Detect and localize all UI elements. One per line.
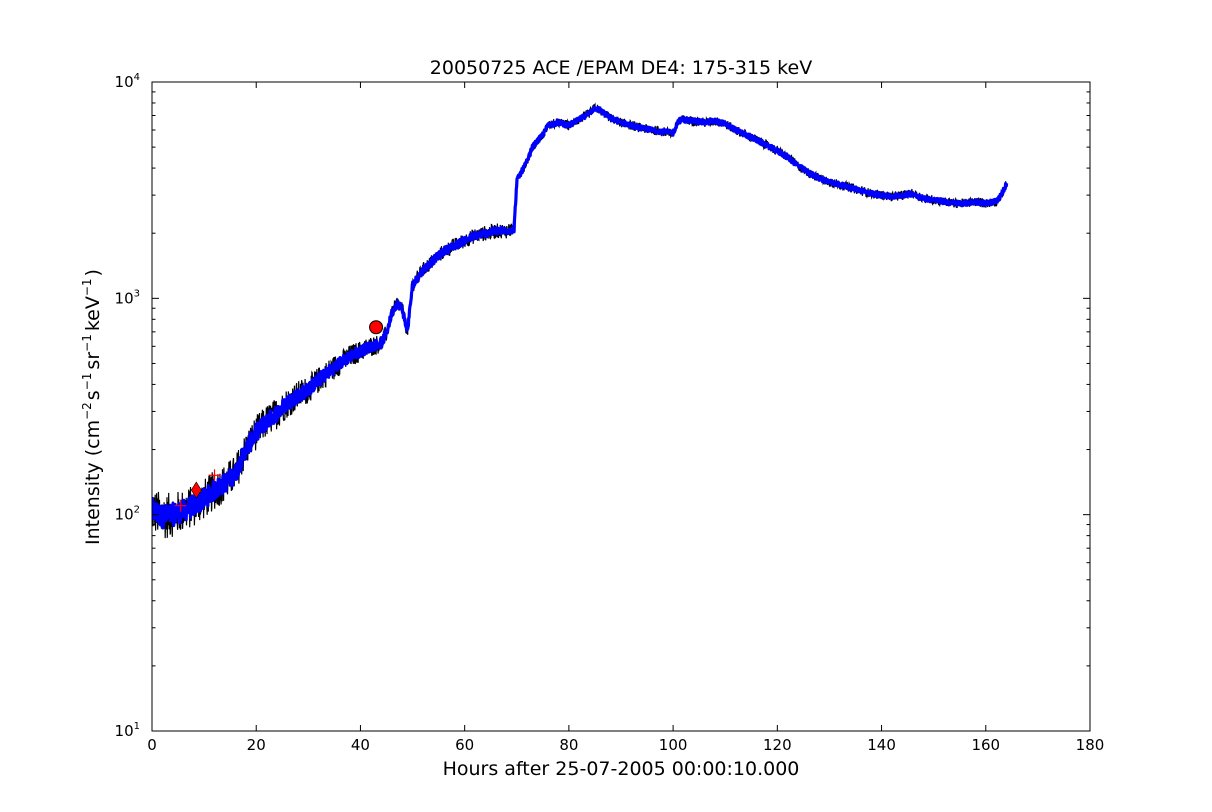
y-axis-label-sup2: −1 [80,373,94,391]
marker-plus [208,469,221,482]
series-layer [152,102,1009,539]
y-axis-label-sup4: −1 [80,278,94,296]
y-tick-label: 104 [115,72,140,91]
x-tick-label: 180 [1076,736,1105,754]
series-smoothed-line [152,105,1009,530]
y-tick-label: 101 [115,721,140,740]
y-axis-label-sup1: −2 [80,402,94,420]
marker-plus [174,499,187,512]
x-tick-label: 160 [971,736,1000,754]
marker-layer [174,320,384,512]
y-axis-label-mid2: sr [82,352,104,370]
marker-circle [369,320,384,335]
x-tick-label: 100 [659,736,688,754]
x-tick-label: 40 [351,736,370,754]
y-tick-label: 103 [115,288,140,307]
x-tick-label: 140 [867,736,896,754]
y-axis-label-mid3: keV [82,296,104,331]
x-tick-label: 120 [763,736,792,754]
y-axis-label-pre: Intensity (cm [82,420,104,545]
x-tick-label: 60 [455,736,474,754]
chart-title: 20050725 ACE /EPAM DE4: 175-315 keV [430,57,812,79]
plot-frame [151,81,1091,732]
y-tick-label: 102 [115,505,140,524]
x-axis: 0 20 40 60 80 100 120 140 160 180 [147,82,1104,754]
x-tick-label: 20 [247,736,266,754]
y-axis-label-sup3: −1 [80,334,94,352]
x-tick-label: 0 [147,736,157,754]
x-tick-label: 80 [559,736,578,754]
y-axis-label-mid1: s [82,390,104,400]
y-axis-label-post: ) [82,269,104,276]
marker-diamond [190,481,202,499]
y-axis: 101 102 103 104 [115,72,1090,740]
x-axis-label: Hours after 25-07-2005 00:00:10.000 [443,758,800,780]
y-axis-label: Intensity (cm−2s−1sr−1keV−1) [80,269,104,545]
